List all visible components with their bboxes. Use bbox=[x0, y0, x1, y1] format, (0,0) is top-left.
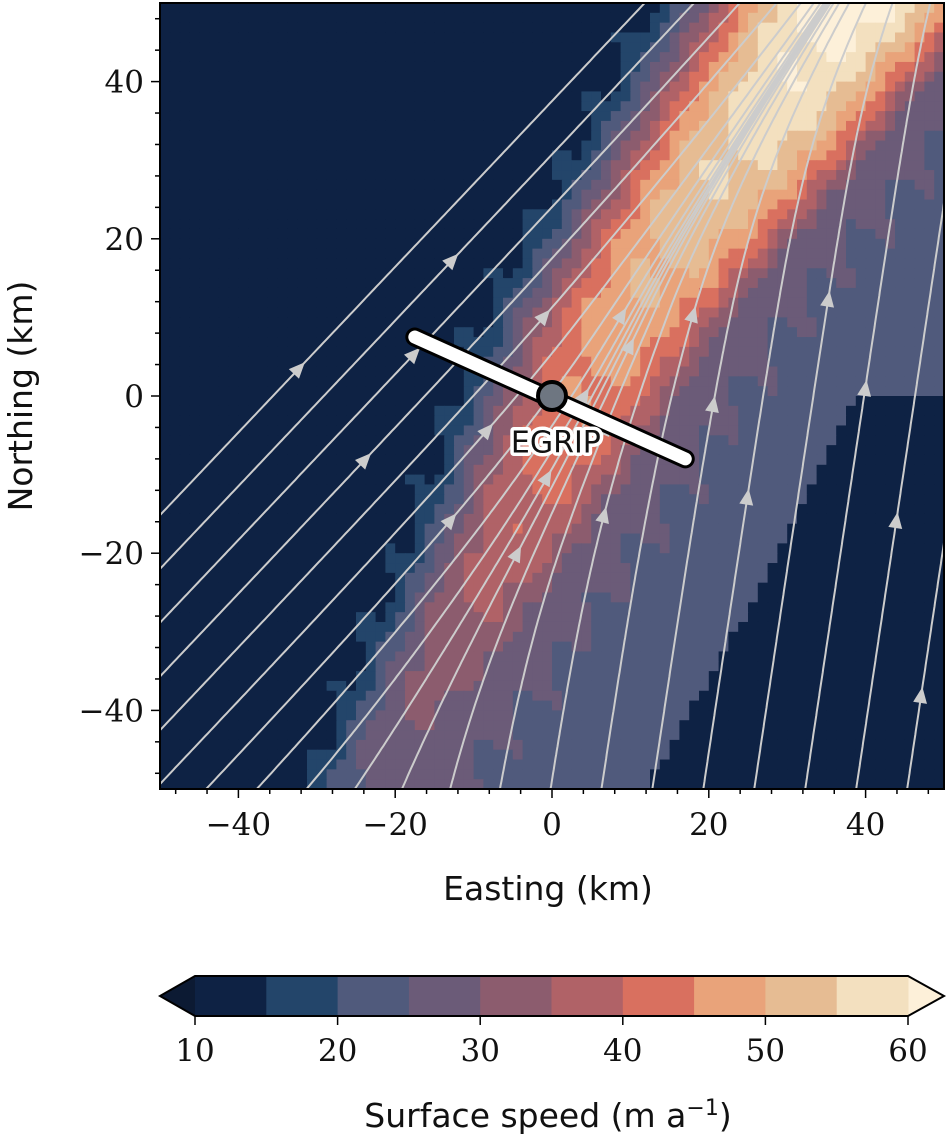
streamline-arrow bbox=[288, 362, 305, 379]
colorbar-extend-high bbox=[908, 976, 944, 1016]
streamline-arrow bbox=[612, 307, 627, 326]
x-axis: −40 −20 0 20 40 bbox=[174, 789, 930, 843]
streamline-arrow bbox=[739, 488, 754, 506]
colorbar: 10 20 30 40 50 60 bbox=[157, 975, 947, 1069]
colorbar-swatch bbox=[836, 976, 909, 1016]
streamline-arrow bbox=[442, 253, 459, 271]
streamline-arrow bbox=[355, 453, 372, 470]
streamline-arrow bbox=[857, 380, 872, 397]
streamline-arrow bbox=[507, 545, 522, 564]
y-tick-label: 20 bbox=[105, 222, 144, 258]
streamline bbox=[600, 3, 841, 789]
colorbar-label-exponent: −1 bbox=[686, 1096, 718, 1121]
streamline-arrow bbox=[684, 306, 698, 324]
streamline bbox=[160, 3, 816, 786]
colorbar-tick-label: 10 bbox=[175, 1033, 214, 1069]
streamline-arrow bbox=[537, 469, 552, 488]
streamline bbox=[498, 3, 832, 789]
x-axis-label: Easting (km) bbox=[443, 869, 653, 908]
y-tick-label: −40 bbox=[79, 693, 144, 729]
streamline bbox=[449, 3, 831, 789]
colorbar-swatch bbox=[266, 976, 339, 1016]
streamline-arrow bbox=[534, 309, 551, 327]
colorbar-swatch bbox=[337, 976, 410, 1016]
colorbar-extend-low bbox=[160, 976, 195, 1016]
colorbar-swatch bbox=[694, 976, 766, 1016]
streamline-arrow bbox=[705, 396, 719, 414]
streamline bbox=[549, 3, 835, 789]
x-tick-label: −20 bbox=[362, 807, 427, 843]
colorbar-tick-label: 50 bbox=[746, 1033, 785, 1069]
streamline bbox=[855, 196, 944, 789]
streamline-arrow bbox=[477, 423, 494, 441]
colorbar-swatch bbox=[195, 976, 267, 1016]
colorbar-tick-label: 30 bbox=[460, 1033, 499, 1069]
x-tick-label: 20 bbox=[689, 807, 728, 843]
streamline bbox=[160, 3, 696, 571]
colorbar-swatch bbox=[408, 976, 481, 1016]
streamline-arrow bbox=[440, 513, 457, 531]
colorbar-swatch bbox=[765, 976, 838, 1016]
colorbar-tick-label: 60 bbox=[888, 1033, 927, 1069]
streamline bbox=[804, 3, 932, 789]
streamline bbox=[160, 3, 742, 625]
y-axis: 40 20 0 −20 −40 bbox=[79, 17, 160, 775]
colorbar-tick-label: 20 bbox=[318, 1033, 357, 1069]
streamline-arrow bbox=[888, 512, 903, 529]
streamline bbox=[906, 535, 944, 789]
streamline-arrow bbox=[574, 388, 589, 406]
egrip-site-dot bbox=[536, 380, 568, 412]
x-tick-label: −40 bbox=[206, 807, 271, 843]
y-axis-label: Northing (km) bbox=[1, 281, 40, 512]
egrip-site-marker bbox=[536, 380, 568, 412]
colorbar-swatch bbox=[480, 976, 552, 1016]
colorbar-label: Surface speed (m a−1) bbox=[364, 1096, 731, 1135]
colorbar-swatch bbox=[551, 976, 624, 1016]
streamline-arrow bbox=[595, 506, 609, 525]
colorbar-tick-label: 40 bbox=[603, 1033, 642, 1069]
streamline-arrow bbox=[404, 347, 421, 365]
streamline-arrow bbox=[620, 337, 634, 356]
site-label: EGRIP bbox=[511, 426, 601, 461]
streamlines bbox=[160, 3, 944, 789]
streamline bbox=[204, 3, 822, 789]
x-tick-label: 40 bbox=[846, 807, 885, 843]
streamline-arrow bbox=[913, 686, 927, 704]
colorbar-label-close: ) bbox=[719, 1096, 732, 1135]
streamline bbox=[753, 3, 894, 789]
streamline bbox=[160, 3, 647, 517]
streamline bbox=[255, 3, 826, 789]
streamline bbox=[651, 3, 851, 789]
colorbar-swatch bbox=[622, 976, 695, 1016]
streamline-arrow bbox=[820, 290, 835, 308]
y-tick-label: 40 bbox=[105, 65, 144, 101]
x-tick-label: 0 bbox=[542, 807, 562, 843]
streamline bbox=[400, 3, 830, 789]
streamline bbox=[353, 3, 829, 789]
y-tick-label: −20 bbox=[79, 536, 144, 572]
y-tick-label: 0 bbox=[124, 379, 144, 415]
streamline bbox=[702, 3, 868, 789]
speed-map: EGRIP −40 −20 0 20 40 40 20 0 −20 −40 Easting (k… bbox=[1, 2, 945, 908]
colorbar-label-main: Surface speed (m a bbox=[364, 1096, 686, 1135]
streamline bbox=[160, 3, 778, 678]
